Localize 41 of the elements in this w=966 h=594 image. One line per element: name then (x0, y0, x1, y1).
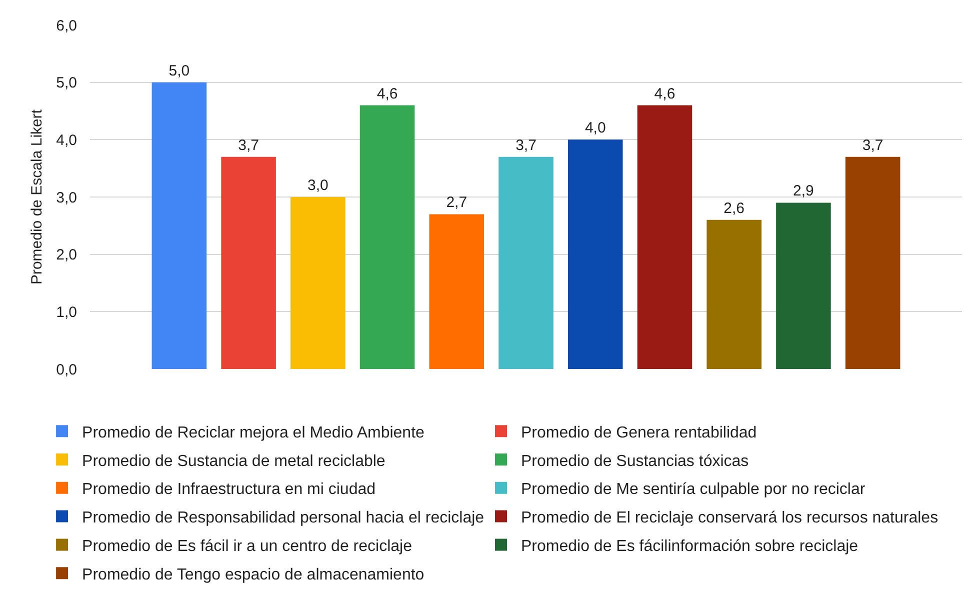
y-tick-label: 0,0 (56, 361, 77, 378)
bar (568, 140, 623, 369)
legend-label: Promedio de Infraestructura en mi ciudad (82, 481, 376, 498)
legend-label: Promedio de Es fácilinformación sobre reciclaje (521, 538, 858, 555)
legend-label: Promedio de El reciclaje conservará los recursos naturales (521, 510, 938, 527)
bar (498, 156, 554, 369)
bar (776, 202, 831, 369)
y-tick-label: 4,0 (56, 132, 77, 149)
data-label: 3,7 (516, 136, 536, 154)
data-label: 3,7 (238, 136, 259, 154)
legend-label: Promedio de Sustancia de metal reciclable (82, 452, 386, 470)
data-label: 2,6 (724, 200, 745, 217)
data-label: 3,0 (307, 177, 328, 194)
legend-label: Promedio de Genera rentabilidad (521, 424, 757, 442)
legend-label: Promedio de Es fácil ir a un centro de reciclaje (82, 538, 412, 555)
y-tick-label: 6,0 (56, 17, 77, 34)
data-label: 4,0 (584, 120, 606, 137)
bar (360, 105, 415, 369)
data-label: 5,0 (168, 62, 190, 80)
legend-label: Promedio de Sustancias tóxicas (521, 452, 749, 470)
y-tick-label: 5,0 (56, 74, 77, 92)
bar (221, 156, 276, 369)
legend-label: Promedio de Reciclar mejora el Medio Ambiente (82, 424, 425, 442)
bar (706, 220, 762, 369)
bar (637, 105, 692, 369)
bar (845, 156, 900, 369)
legend-label: Promedio de Tengo espacio de almacenamiento (82, 566, 424, 584)
data-label: 2,7 (446, 194, 468, 212)
data-label: 3,7 (862, 136, 884, 154)
y-axis-title: Promedio de Escala Likert (28, 108, 46, 285)
legend-label: Promedio de Me sentiría culpable por no reciclar (521, 481, 866, 498)
bar (290, 197, 346, 369)
data-label: 2,9 (793, 182, 814, 200)
data-label: 4,6 (654, 85, 676, 102)
y-tick-label: 2,0 (56, 246, 77, 264)
legend-label: Promedio de Responsabilidad personal hacia el reciclaje (82, 510, 484, 527)
y-tick-label: 3,0 (56, 189, 77, 206)
data-label: 4,6 (376, 85, 398, 102)
y-tick-label: 1,0 (56, 304, 77, 321)
bar (152, 82, 207, 369)
bar (429, 214, 484, 369)
